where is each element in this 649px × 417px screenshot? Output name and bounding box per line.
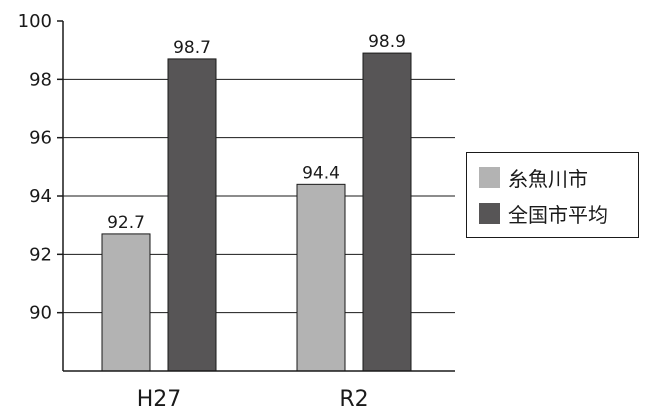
bar-H27-series-1 xyxy=(101,233,151,372)
data-label: 98.7 xyxy=(173,38,211,58)
y-tick-label: 98 xyxy=(29,69,52,90)
bar-H27-series-2 xyxy=(167,58,217,372)
y-tick-label: 90 xyxy=(29,303,52,324)
data-label: 94.4 xyxy=(302,163,340,183)
x-category-label: R2 xyxy=(339,387,368,412)
y-tick-label: 94 xyxy=(29,186,52,207)
data-label: 92.7 xyxy=(107,213,145,233)
bar-R2-series-2 xyxy=(362,52,412,372)
x-category-label: H27 xyxy=(137,387,182,412)
y-tick-labels: 90 92 94 96 98 100 xyxy=(18,11,52,324)
data-label: 98.9 xyxy=(368,32,406,52)
legend-item-series-1: 糸魚川市 xyxy=(479,159,638,195)
data-labels: 92.7 98.7 94.4 98.9 xyxy=(107,32,406,233)
legend-swatch-series-2 xyxy=(479,202,500,224)
bar-R2-series-1 xyxy=(296,183,346,372)
y-tick-label: 96 xyxy=(29,128,52,149)
legend-item-series-2: 全国市平均 xyxy=(479,195,638,231)
x-category-labels: H27 R2 xyxy=(137,387,369,412)
legend-label-series-1: 糸魚川市 xyxy=(508,166,588,191)
legend: 糸魚川市 全国市平均 xyxy=(466,152,639,238)
axes xyxy=(62,21,455,372)
y-tick-label: 92 xyxy=(29,244,52,265)
bars xyxy=(101,52,412,372)
legend-label-series-2: 全国市平均 xyxy=(508,202,608,227)
y-tick-label: 100 xyxy=(18,11,52,32)
legend-swatch-series-1 xyxy=(479,166,500,188)
